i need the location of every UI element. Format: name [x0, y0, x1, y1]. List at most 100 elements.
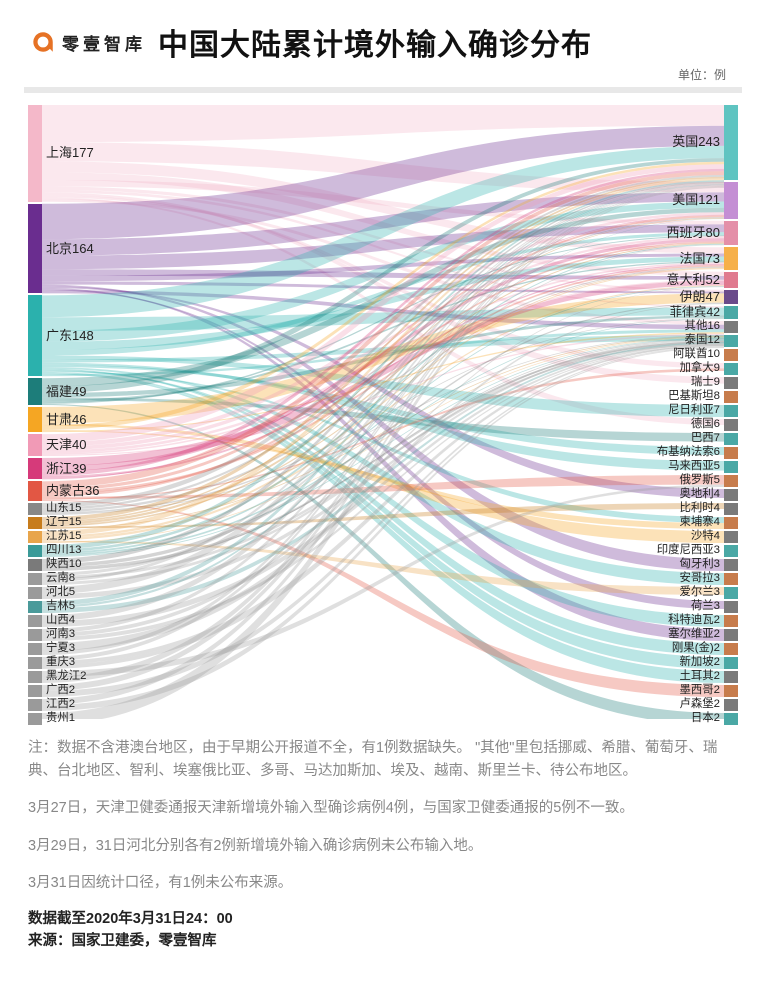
footnote-line: 3月31日因统计口径，有1例未公布来源。: [28, 872, 738, 895]
sankey-node-label: 意大利52: [667, 273, 720, 286]
sankey-node-bar: [724, 489, 738, 501]
sankey-node-bar: [724, 671, 738, 683]
sankey-node-label: 美国121: [672, 193, 720, 206]
sankey-node-bar: [724, 559, 738, 571]
sankey-node-label: 菲律宾42: [670, 306, 720, 318]
sankey-node-label: 吉林5: [46, 601, 75, 612]
sankey-node-bar: [28, 503, 42, 515]
sankey-node-bar: [724, 615, 738, 627]
sankey-node-label: 印度尼西亚3: [657, 545, 720, 556]
footnote-line: 3月29日，31日河北分别各有2例新增境外输入确诊病例未公布输入地。: [28, 835, 738, 858]
sankey-node-label: 奥地利4: [679, 489, 720, 500]
sankey-node-bar: [28, 629, 42, 641]
sankey-node-bar: [724, 419, 738, 431]
sankey-node-label: 卢森堡2: [679, 699, 720, 710]
sankey-node-bar: [28, 601, 42, 613]
sankey-node-label: 尼日利亚7: [668, 405, 720, 416]
sankey-node-bar: [28, 587, 42, 599]
footnotes: 注：数据不含港澳台地区，由于早期公开报道不全，有1例数据缺失。 "其他"里包括挪…: [28, 737, 738, 895]
sankey-chart: 上海177北京164广东148福建49甘肃46天津40浙江39内蒙古36山东15…: [24, 99, 742, 719]
sankey-node-label: 加拿大9: [679, 363, 720, 374]
sankey-node-label: 安哥拉3: [679, 573, 720, 584]
sankey-node-bar: [724, 475, 738, 487]
sankey-node-bar: [724, 713, 738, 725]
footer-line: 来源：国家卫建委，零壹智库: [28, 931, 738, 953]
sankey-node-label: 其他16: [685, 321, 720, 332]
sankey-node-bar: [28, 295, 42, 376]
sankey-node-label: 塞尔维亚2: [668, 629, 720, 640]
sankey-node-label: 马来西亚5: [668, 461, 720, 472]
sankey-node-label: 瑞士9: [691, 377, 720, 388]
sankey-node-bar: [724, 629, 738, 641]
sankey-node-bar: [724, 182, 738, 219]
sankey-node-bar: [724, 699, 738, 711]
sankey-node-bar: [28, 105, 42, 202]
sankey-node-label: 天津40: [46, 438, 86, 451]
sankey-node-bar: [724, 349, 738, 361]
sankey-node-bar: [724, 545, 738, 557]
sankey-node-bar: [28, 657, 42, 669]
sankey-node-label: 内蒙古36: [46, 484, 99, 497]
sankey-node-bar: [724, 531, 738, 543]
sankey-node-label: 柬埔寨4: [679, 517, 720, 528]
sankey-node-bar: [724, 321, 738, 333]
footer-line: 数据截至2020年3月31日24：00: [28, 909, 738, 931]
sankey-node-bar: [724, 685, 738, 697]
sankey-node-bar: [28, 458, 42, 479]
sankey-node-bar: [28, 481, 42, 501]
sankey-node-label: 科特迪瓦2: [668, 615, 720, 626]
sankey-node-label: 布基纳法索6: [657, 447, 720, 458]
sankey-node-label: 河北5: [46, 587, 75, 598]
sankey-node-label: 法国73: [680, 252, 720, 265]
footnote-line: 注：数据不含港澳台地区，由于早期公开报道不全，有1例数据缺失。 "其他"里包括挪…: [28, 737, 738, 783]
sankey-node-label: 江苏15: [46, 531, 81, 542]
sankey-node-bar: [28, 407, 42, 432]
sankey-node-label: 俄罗斯5: [679, 475, 720, 486]
sankey-node-bar: [724, 272, 738, 288]
sankey-node-bar: [28, 204, 42, 294]
unit-label: 单位：例: [0, 66, 766, 83]
sankey-node-label: 阿联酋10: [673, 349, 720, 360]
sankey-node-label: 浙江39: [46, 462, 86, 475]
sankey-node-bar: [724, 335, 738, 347]
sankey-node-label: 北京164: [46, 242, 94, 255]
sankey-node-label: 刚果(金)2: [672, 643, 720, 654]
sankey-node-label: 贵州1: [46, 713, 75, 724]
sankey-node-bar: [28, 559, 42, 571]
sankey-node-label: 山东15: [46, 503, 81, 514]
brand-name: 零壹智库: [62, 30, 146, 55]
sankey-node-label: 匈牙利3: [679, 559, 720, 570]
sankey-node-label: 上海177: [46, 146, 94, 159]
sankey-node-label: 新加坡2: [679, 657, 720, 668]
sankey-node-bar: [724, 447, 738, 459]
sankey-node-bar: [28, 713, 42, 725]
sankey-node-bar: [724, 377, 738, 389]
sankey-node-label: 巴基斯坦8: [668, 391, 720, 402]
sankey-node-label: 河南3: [46, 629, 75, 640]
header: 零壹智库 中国大陆累计境外输入确诊分布: [0, 0, 766, 68]
sankey-node-label: 比利时4: [679, 503, 720, 514]
sankey-node-bar: [724, 306, 738, 319]
sankey-node-label: 墨西哥2: [679, 685, 720, 696]
sankey-node-bar: [724, 587, 738, 599]
logo-icon: [30, 29, 56, 55]
sankey-node-bar: [724, 391, 738, 403]
sankey-node-bar: [28, 685, 42, 697]
sankey-node-bar: [724, 601, 738, 613]
sankey-node-bar: [724, 405, 738, 417]
sankey-node-bar: [724, 363, 738, 375]
sankey-node-label: 广东148: [46, 329, 94, 342]
sankey-node-bar: [28, 671, 42, 683]
sankey-node-bar: [28, 434, 42, 456]
sankey-node-label: 巴西7: [691, 433, 720, 444]
sankey-node-label: 沙特4: [691, 531, 720, 542]
sankey-node-bar: [28, 531, 42, 543]
sankey-node-bar: [724, 461, 738, 473]
sankey-node-bar: [28, 545, 42, 557]
sankey-node-bar: [28, 573, 42, 585]
sankey-node-bar: [724, 517, 738, 529]
sankey-node-bar: [724, 105, 738, 180]
sankey-node-bar: [724, 573, 738, 585]
sankey-node-label: 黑龙江2: [46, 671, 87, 682]
sankey-node-bar: [724, 433, 738, 445]
